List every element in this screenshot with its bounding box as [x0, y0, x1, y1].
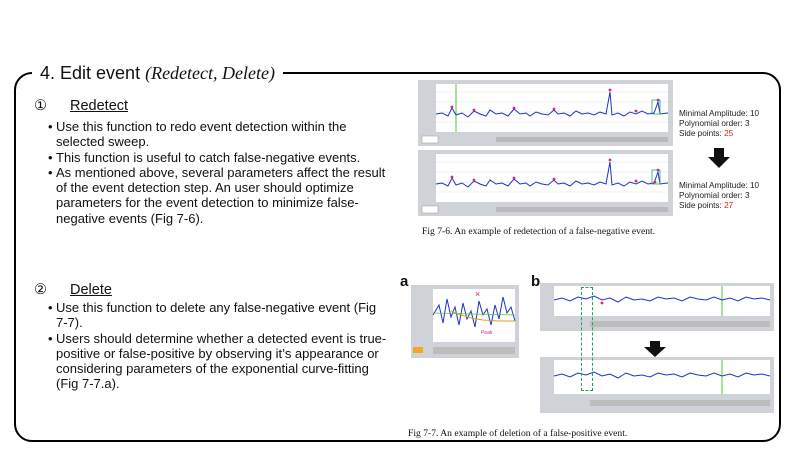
redetect-bullets: Use this function to redo event detectio…	[48, 119, 393, 226]
delete-bullet-1: Use this function to delete any false-ne…	[48, 300, 388, 331]
content-frame	[14, 72, 781, 442]
params-before: Minimal Amplitude: 10 Polynomial order: …	[679, 109, 760, 138]
fig76-caption: Fig 7-6. An example of redetection of a …	[422, 226, 656, 237]
delete-heading: ② Delete	[34, 282, 112, 298]
params-after: Minimal Amplitude: 10 Polynomial order: …	[679, 181, 760, 210]
svg-text:×: ×	[475, 289, 480, 299]
fig76-trace-after	[418, 150, 673, 216]
redetect-heading: ① Redetect	[34, 98, 129, 114]
fig77-caption: Fig 7-7. An example of deletion of a fal…	[408, 428, 628, 439]
redetect-bullet-3: As mentioned above, several parameters a…	[48, 165, 393, 226]
fig77a-fit-plot: × Peak	[411, 285, 519, 358]
event-markers	[450, 158, 660, 184]
peak-label: Peak	[481, 330, 493, 336]
delete-bullet-2: Users should determine whether a detecte…	[48, 331, 388, 392]
delete-bullets: Use this function to delete any false-ne…	[48, 300, 388, 392]
fig76-trace-before	[418, 80, 673, 146]
down-arrow-icon	[708, 148, 730, 168]
panel-label-a: a	[400, 273, 409, 290]
page-title: 4. Edit event (Redetect, Delete)	[32, 60, 283, 86]
panel-label-b: b	[531, 273, 541, 290]
event-markers	[450, 88, 660, 113]
redetect-bullet-2: This function is useful to catch false-n…	[48, 150, 393, 166]
fig77b-trace-before	[540, 283, 774, 331]
down-arrow-icon	[644, 341, 666, 357]
redetect-bullet-1: Use this function to redo event detectio…	[48, 119, 393, 150]
fig77b-trace-after	[540, 357, 774, 413]
deleted-event-highlight	[581, 287, 593, 391]
